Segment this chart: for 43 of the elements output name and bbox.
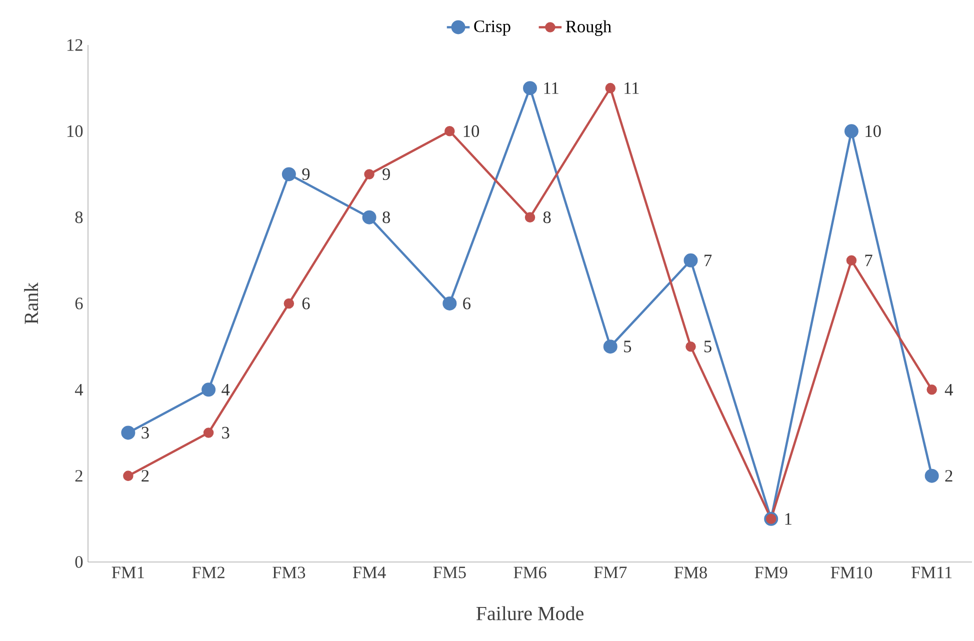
- y-tick-label: 2: [75, 470, 82, 482]
- y-tick-label: 8: [75, 211, 83, 224]
- data-label: 11: [624, 82, 639, 94]
- data-label: 1: [785, 513, 792, 525]
- data-label: 3: [222, 426, 230, 439]
- data-label: 7: [704, 254, 712, 266]
- x-tick-label: FM8: [674, 566, 707, 578]
- x-tick-label: FM3: [272, 566, 306, 578]
- data-label: 9: [382, 168, 390, 180]
- y-tick-label: 0: [75, 556, 83, 568]
- data-label: 6: [302, 298, 310, 310]
- data-label: 6: [463, 298, 471, 310]
- data-label: 11: [544, 82, 558, 94]
- y-tick-label: 12: [67, 39, 82, 51]
- legend-label: Crisp: [474, 20, 510, 36]
- data-label: 9: [302, 168, 310, 180]
- data-label: 3: [142, 426, 149, 439]
- data-label: 8: [382, 211, 390, 224]
- data-label: 7: [865, 254, 872, 266]
- x-tick-label: FM5: [433, 566, 466, 578]
- x-tick-label: FM7: [594, 566, 627, 578]
- x-axis-title: Failure Mode: [476, 606, 584, 620]
- legend-label: Rough: [566, 20, 612, 36]
- data-label: 2: [142, 470, 149, 482]
- x-tick-label: FM10: [830, 566, 872, 578]
- data-label: 10: [866, 125, 881, 137]
- data-label: 2: [945, 470, 952, 482]
- x-tick-label: FM11: [911, 566, 952, 578]
- data-label: 8: [543, 211, 551, 224]
- x-tick-label: FM6: [514, 566, 546, 578]
- data-label: 10: [464, 125, 480, 137]
- data-label: 5: [704, 340, 712, 352]
- data-label: 4: [944, 384, 953, 396]
- x-tick-label: FM1: [112, 566, 144, 578]
- x-tick-label: FM9: [754, 566, 788, 578]
- y-tick-label: 4: [74, 384, 84, 396]
- y-tick-label: 6: [75, 298, 83, 310]
- y-tick-label: 10: [67, 125, 83, 137]
- data-label: 4: [222, 384, 230, 396]
- x-tick-label: FM2: [192, 566, 224, 578]
- data-label: 5: [624, 340, 632, 352]
- y-axis-title: Rank: [24, 282, 38, 324]
- x-tick-label: FM4: [352, 566, 386, 578]
